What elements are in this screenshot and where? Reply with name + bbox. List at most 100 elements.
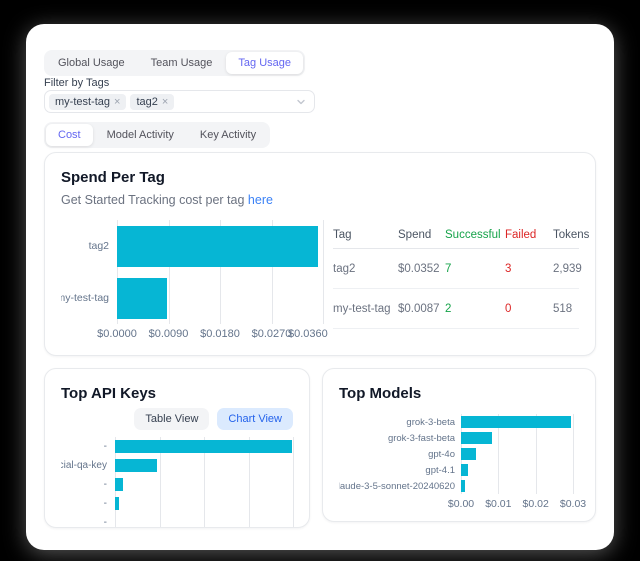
gridline [535, 414, 537, 494]
spend-table-header: Tag Spend Successful Failed Tokens [333, 222, 589, 249]
remove-tag-icon[interactable]: × [161, 95, 169, 108]
tab-cost[interactable]: Cost [46, 124, 93, 146]
category-label: tag2 [88, 240, 109, 252]
bar [461, 464, 469, 476]
chevron-down-icon[interactable] [296, 97, 306, 107]
bar-row [117, 220, 323, 272]
subtitle-text: Get Started Tracking cost per tag [61, 193, 245, 207]
category-label: - [103, 498, 107, 509]
cell-failed: 0 [505, 302, 512, 315]
col-spend: Spend [398, 229, 432, 241]
tag-chip-label: my-test-tag [55, 95, 111, 108]
bar [117, 225, 319, 267]
tag-chip: my-test-tag × [49, 93, 127, 110]
tag-filter-select[interactable]: my-test-tag × tag2 × [44, 90, 315, 113]
category-label: grok-3-beta [406, 416, 455, 428]
category-label: - [103, 479, 107, 490]
spend-per-tag-chart: tag2 my-test-tag $0.0000 $0.0090 $0.0180 $0.0… [61, 220, 328, 343]
gridline [293, 437, 294, 527]
axis-tick-label: $0.01 [485, 498, 512, 510]
cell-spend: $0.0087 [398, 302, 440, 315]
spend-card-subtitle: Get Started Tracking cost per tag here [61, 193, 579, 207]
tab-tag-usage[interactable]: Tag Usage [226, 52, 304, 74]
cell-tag: tag2 [333, 262, 356, 275]
bar [461, 432, 492, 444]
axis-tick-label: $0.0360 [288, 328, 328, 340]
table-row: tag2 $0.0352 7 3 2,939 [333, 249, 582, 289]
here-link[interactable]: here [247, 193, 273, 207]
axis-tick-label: $0.03 [559, 498, 587, 510]
col-failed: Failed [505, 229, 537, 241]
category-labels: tag2 my-test-tag [61, 220, 117, 324]
gridline [159, 437, 161, 527]
top-models-chart: grok-3-beta grok-3-fast-beta gpt-4o gpt-4.1… [339, 414, 586, 513]
plot-area [461, 414, 579, 494]
x-axis: $0.00 $0.01 $0.02 $0.03 [448, 498, 586, 513]
category-label: pecial-qa-key [61, 460, 107, 471]
category-labels: - pecial-qa-key - - - [61, 437, 115, 527]
tab-key-activity[interactable]: Key Activity [199, 129, 257, 141]
bar-row [117, 272, 323, 324]
cell-successful: 7 [445, 262, 452, 275]
plot-area [115, 437, 294, 527]
gridline [220, 220, 221, 324]
usage-tabs: Global Usage Team Usage Tag Usage [44, 50, 306, 76]
bar-row [115, 456, 293, 475]
cell-tokens: 518 [553, 302, 573, 315]
cell-successful: 2 [445, 302, 452, 315]
table-view-button[interactable]: Table View [134, 408, 210, 430]
category-label: gpt-4o [428, 448, 455, 460]
chart-view-button[interactable]: Chart View [217, 408, 293, 430]
bar [115, 440, 293, 453]
bar [115, 459, 158, 472]
category-label: gpt-4.1 [425, 464, 455, 476]
bar [461, 448, 477, 460]
chart-body: - pecial-qa-key - - - [61, 437, 294, 527]
bar-row [115, 494, 293, 513]
models-card-title: Top Models [339, 385, 422, 402]
chart-body: tag2 my-test-tag [61, 220, 324, 324]
cell-spend: $0.0352 [398, 262, 440, 275]
gridline [168, 220, 170, 324]
bar [115, 478, 123, 491]
spend-table: Tag Spend Successful Failed Tokens tag2 … [333, 222, 589, 329]
gridline [271, 220, 273, 324]
bar-row [115, 475, 293, 494]
cell-tag: my-test-tag [333, 302, 391, 315]
cell-tokens: 2,939 [553, 262, 582, 275]
tab-global-usage[interactable]: Global Usage [58, 57, 125, 69]
category-label: grok-3-fast-beta [387, 432, 455, 444]
top-api-keys-card: Top API Keys Table View Chart View - peci… [44, 368, 310, 528]
tab-team-usage[interactable]: Team Usage [150, 57, 213, 69]
plot-area [117, 220, 324, 324]
bar-row [115, 513, 293, 527]
spend-per-tag-card: Spend Per Tag Get Started Tracking cost … [44, 152, 596, 356]
remove-tag-icon[interactable]: × [114, 95, 121, 108]
bar [461, 416, 572, 428]
category-label: claude-3-5-sonnet-20240620 [339, 480, 455, 492]
bar-row [461, 414, 579, 430]
axis-tick-label: $0.0000 [97, 328, 137, 340]
bar-row [461, 478, 579, 494]
gridline [323, 220, 324, 324]
col-tag: Tag [333, 229, 352, 241]
category-labels: grok-3-beta grok-3-fast-beta gpt-4o gpt-4.1… [339, 414, 461, 494]
top-models-card: Top Models grok-3-beta grok-3-fast-beta gp… [322, 368, 596, 522]
category-label: - [103, 441, 107, 452]
tag-chip-label: tag2 [136, 95, 158, 108]
bar-row [115, 437, 293, 456]
tag-chip: tag2 × [130, 93, 175, 110]
axis-tick-label: $0.02 [522, 498, 549, 510]
view-toggle: Table View Chart View [61, 408, 293, 430]
col-successful: Successful [445, 229, 501, 241]
api-keys-card-title: Top API Keys [61, 385, 157, 402]
bar [115, 497, 119, 510]
bar-row [461, 462, 579, 478]
axis-tick-label: $0.0270 [251, 328, 292, 340]
category-label: my-test-tag [61, 292, 109, 304]
gridline [498, 414, 500, 494]
app-window: Global Usage Team Usage Tag Usage Filter… [26, 24, 614, 550]
tab-model-activity[interactable]: Model Activity [106, 129, 174, 141]
gridline [204, 437, 205, 527]
bar-row [461, 430, 579, 446]
